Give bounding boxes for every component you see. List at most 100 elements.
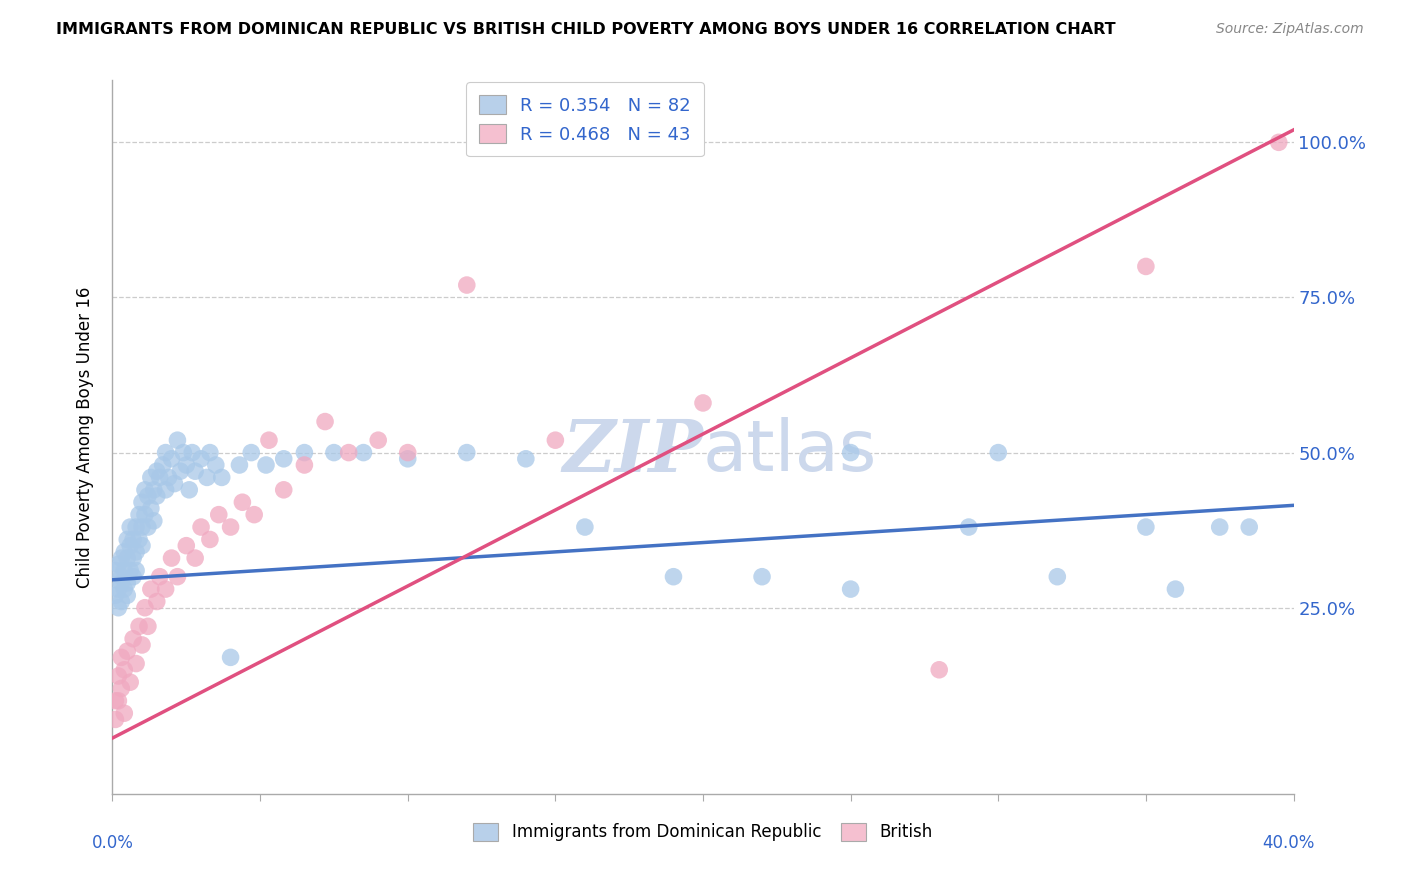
Point — [574, 520, 596, 534]
Point — [136, 520, 159, 534]
Point — [139, 501, 162, 516]
Text: 0.0%: 0.0% — [91, 834, 134, 852]
Point — [544, 433, 567, 447]
Point — [166, 433, 188, 447]
Point — [128, 533, 150, 547]
Point — [352, 445, 374, 459]
Point — [219, 520, 242, 534]
Point — [152, 458, 174, 472]
Point — [146, 594, 169, 608]
Point — [110, 570, 132, 584]
Point — [456, 445, 478, 459]
Point — [134, 600, 156, 615]
Point — [928, 663, 950, 677]
Point — [166, 570, 188, 584]
Point — [146, 464, 169, 478]
Point — [292, 445, 315, 459]
Point — [323, 445, 346, 459]
Point — [128, 508, 150, 522]
Point — [1208, 520, 1232, 534]
Point — [131, 495, 153, 509]
Point — [122, 632, 145, 646]
Point — [107, 694, 129, 708]
Point — [181, 445, 204, 459]
Point — [172, 445, 194, 459]
Point — [190, 451, 212, 466]
Point — [110, 594, 132, 608]
Point — [160, 551, 183, 566]
Point — [205, 458, 228, 472]
Point — [110, 681, 132, 696]
Point — [110, 575, 132, 590]
Point — [107, 582, 129, 596]
Point — [1135, 520, 1157, 534]
Point — [292, 458, 315, 472]
Point — [240, 445, 263, 459]
Point — [456, 278, 478, 293]
Point — [198, 533, 221, 547]
Point — [1046, 570, 1069, 584]
Point — [396, 445, 419, 459]
Point — [1164, 582, 1187, 596]
Point — [107, 669, 129, 683]
Point — [117, 644, 138, 658]
Point — [136, 619, 159, 633]
Point — [139, 470, 162, 484]
Point — [839, 582, 862, 596]
Point — [179, 483, 201, 497]
Point — [117, 533, 138, 547]
Point — [120, 539, 142, 553]
Point — [367, 433, 389, 447]
Point — [120, 675, 142, 690]
Point — [134, 508, 156, 522]
Point — [243, 508, 266, 522]
Point — [117, 575, 138, 590]
Text: Source: ZipAtlas.com: Source: ZipAtlas.com — [1216, 22, 1364, 37]
Point — [139, 582, 162, 596]
Point — [125, 657, 148, 671]
Point — [120, 520, 142, 534]
Point — [142, 514, 165, 528]
Point — [957, 520, 980, 534]
Point — [184, 551, 207, 566]
Point — [122, 533, 145, 547]
Point — [110, 650, 132, 665]
Point — [112, 706, 135, 721]
Point — [155, 483, 177, 497]
Point — [155, 582, 177, 596]
Point — [128, 619, 150, 633]
Point — [104, 713, 127, 727]
Point — [211, 470, 233, 484]
Point — [337, 445, 360, 459]
Point — [174, 539, 197, 553]
Point — [104, 694, 127, 708]
Point — [131, 638, 153, 652]
Point — [515, 451, 537, 466]
Point — [190, 520, 212, 534]
Point — [1135, 260, 1157, 274]
Point — [146, 489, 169, 503]
Point — [107, 558, 129, 572]
Point — [149, 570, 172, 584]
Point — [149, 470, 172, 484]
Point — [117, 588, 138, 602]
Text: ZIP: ZIP — [562, 416, 703, 487]
Point — [104, 588, 127, 602]
Point — [219, 650, 242, 665]
Point — [231, 495, 253, 509]
Point — [122, 570, 145, 584]
Point — [122, 551, 145, 566]
Point — [155, 445, 177, 459]
Point — [184, 464, 207, 478]
Point — [134, 483, 156, 497]
Point — [112, 663, 135, 677]
Y-axis label: Child Poverty Among Boys Under 16: Child Poverty Among Boys Under 16 — [76, 286, 94, 588]
Point — [125, 545, 148, 559]
Point — [228, 458, 250, 472]
Text: atlas: atlas — [703, 417, 877, 486]
Point — [208, 508, 231, 522]
Point — [1268, 136, 1291, 150]
Point — [157, 470, 180, 484]
Point — [314, 415, 336, 429]
Point — [136, 489, 159, 503]
